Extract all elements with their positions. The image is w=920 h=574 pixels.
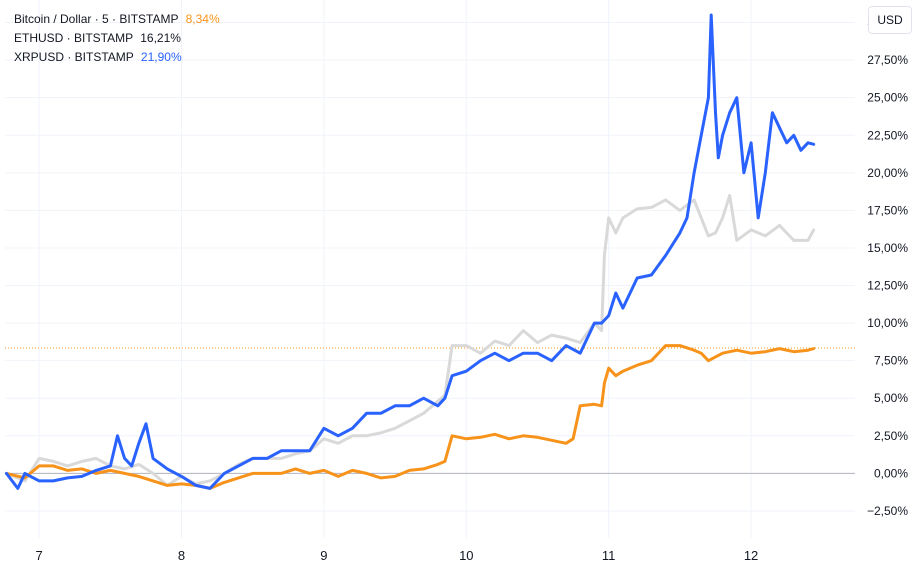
x-tick-label: 9 — [320, 548, 327, 563]
y-tick-label: 0,00% — [874, 466, 908, 480]
currency-button[interactable]: USD — [868, 6, 912, 34]
y-tick-label: 27,50% — [867, 53, 908, 67]
y-tick-label: 5,00% — [874, 391, 908, 405]
y-tick-label: 10,00% — [867, 316, 908, 330]
x-axis[interactable]: 7 8 9 10 11 12 — [36, 548, 759, 563]
reference-lines — [5, 347, 855, 474]
x-tick-label: 7 — [36, 548, 43, 563]
legend: Bitcoin / Dollar · 5 · BITSTAMP 8,34% ET… — [14, 10, 220, 67]
series-line — [4, 193, 816, 487]
legend-value: 8,34% — [185, 12, 220, 26]
legend-value: 21,90% — [140, 50, 182, 64]
series-line — [4, 13, 816, 490]
legend-value: 16,21% — [140, 31, 181, 45]
y-tick-label: 22,50% — [867, 128, 908, 142]
x-tick-label: 12 — [744, 548, 758, 563]
legend-item-xrpusd[interactable]: XRPUSD · BITSTAMP 21,90% — [14, 48, 220, 67]
legend-item-ethusd[interactable]: ETHUSD · BITSTAMP 16,21% — [14, 29, 220, 48]
x-tick-label: 11 — [602, 548, 616, 563]
legend-label: Bitcoin / Dollar · 5 · BITSTAMP — [14, 12, 179, 26]
legend-label: XRPUSD · BITSTAMP — [14, 50, 134, 64]
y-tick-label: 2,50% — [874, 429, 908, 443]
y-axis[interactable]: −2,50% 0,00% 2,50% 5,00% 7,50% 10,00% 12,50% 15… — [867, 16, 908, 518]
x-tick-label: 8 — [178, 548, 185, 563]
y-tick-label: 15,00% — [867, 241, 908, 255]
y-tick-label: 7,50% — [874, 354, 908, 368]
y-tick-label: 20,00% — [867, 166, 908, 180]
y-tick-label: 12,50% — [867, 279, 908, 293]
y-tick-label: −2,50% — [867, 504, 908, 518]
legend-label: ETHUSD · BITSTAMP — [14, 31, 133, 45]
y-tick-label: 17,50% — [867, 203, 908, 217]
x-tick-label: 10 — [459, 548, 473, 563]
legend-item-btcusd[interactable]: Bitcoin / Dollar · 5 · BITSTAMP 8,34% — [14, 10, 220, 29]
series-layer — [4, 13, 816, 490]
grid-lines — [5, 0, 855, 538]
y-tick-label: 25,00% — [867, 91, 908, 105]
series-line — [4, 344, 816, 490]
